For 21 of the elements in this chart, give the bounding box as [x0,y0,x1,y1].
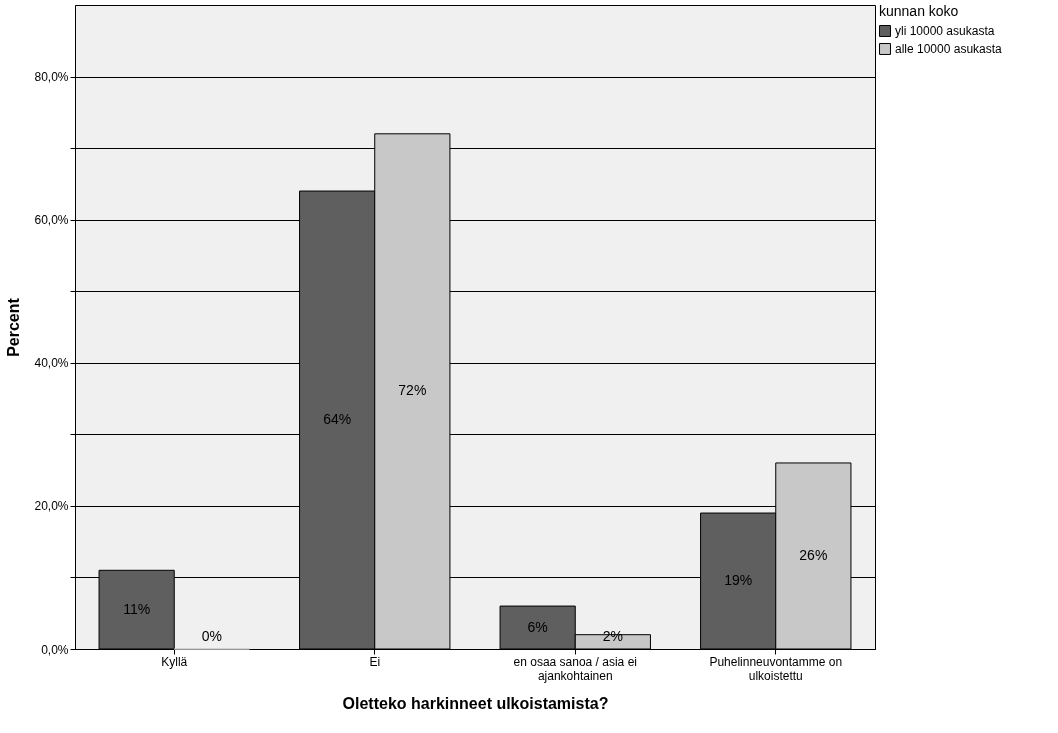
data-label: 26% [799,546,828,563]
y-axis-title: Percent [5,297,23,357]
x-axis-title: Oletteko harkinneet ulkoistamista? [342,694,609,712]
data-label: 72% [398,382,427,399]
legend-label: yli 10000 asukasta [895,24,995,38]
y-tick-label: 80,0% [34,70,69,85]
data-label: 19% [724,572,753,589]
y-tick-label: 40,0% [34,356,69,371]
data-label: 11% [123,600,151,617]
legend-title: kunnan koko [879,3,959,19]
x-tick-label: en osaa sanoa / asia ei ajankohtainen [513,654,637,683]
data-label: 64% [323,411,352,428]
data-label: 6% [527,618,548,635]
x-tick-label: Puhelinneuvontamme on ulkoistettu [709,654,843,683]
data-label: 0% [201,628,222,645]
y-tick-label: 20,0% [34,499,69,514]
x-tick-label: Ei [369,654,381,669]
y-tick-label: 60,0% [34,213,69,228]
x-tick-label: Kyllä [161,654,188,669]
legend-label: alle 10000 asukasta [895,42,1003,56]
y-tick-label: 0,0% [41,642,69,657]
